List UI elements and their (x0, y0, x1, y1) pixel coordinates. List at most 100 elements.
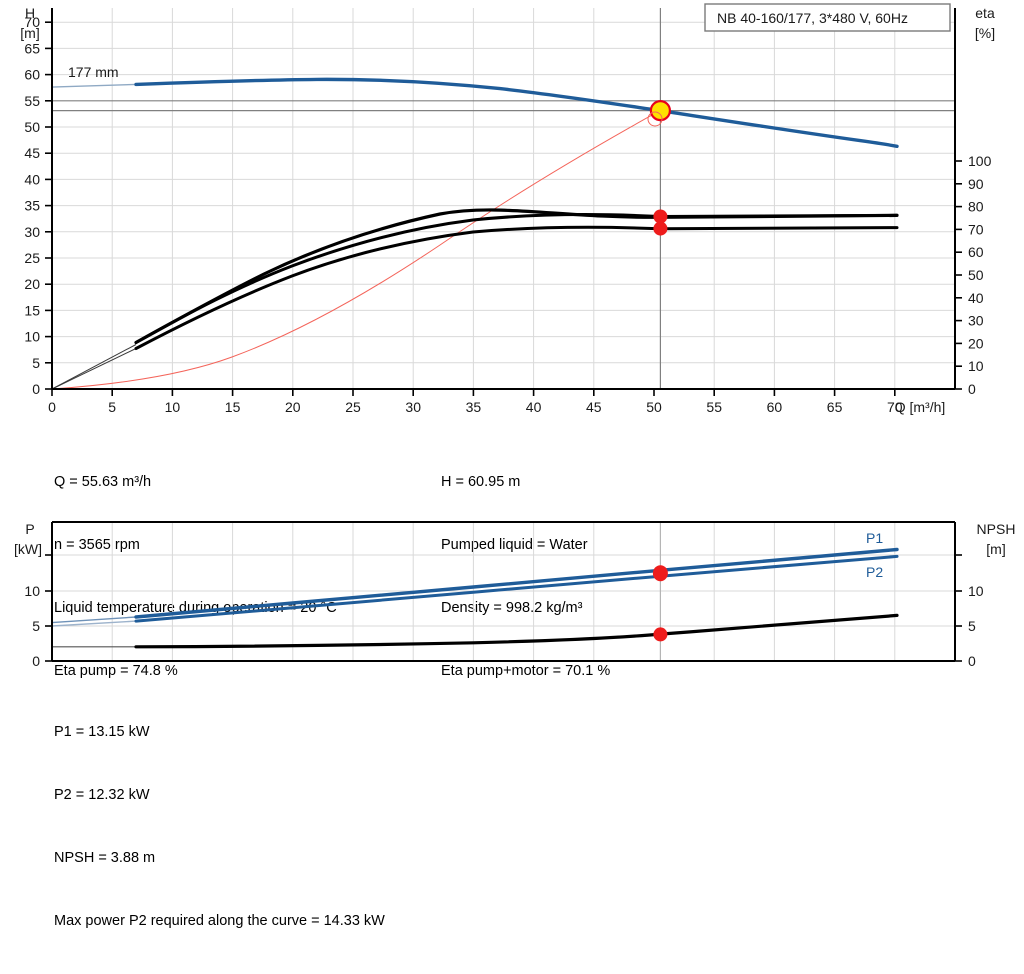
pump-curve-datasheet: H [m] eta [%] 0 5 10 15 20 25 30 35 40 4… (14, 3, 1015, 929)
svg-text:0: 0 (48, 399, 56, 415)
bottom-chart-left-ticks (45, 554, 52, 662)
svg-text:15: 15 (24, 302, 40, 318)
svg-text:30: 30 (405, 399, 421, 415)
top-chart-bottom-ticks (51, 389, 896, 396)
duty-info-pumped-liquid: Pumped liquid = Water (441, 537, 588, 553)
power-info-max-power: Max power P2 required along the curve = … (54, 913, 385, 929)
svg-text:10: 10 (968, 358, 984, 374)
top-left-axis-unit: [m] (20, 25, 39, 41)
svg-text:100: 100 (968, 153, 992, 169)
duty-point-shadow-ring (647, 111, 663, 127)
p1-series-label: P1 (866, 530, 883, 546)
duty-info-density: Density = 998.2 kg/m³ (441, 600, 583, 616)
head-curve-thin-start (51, 83, 137, 88)
duty-marker-eta-pump (653, 209, 668, 224)
eta-pump-curve-main (134, 212, 899, 344)
top-chart-x-axis-title: Q [m³/h] (895, 399, 946, 415)
svg-text:30: 30 (968, 313, 984, 329)
top-chart-left-ticks (45, 21, 52, 390)
head-curve (134, 77, 899, 148)
power-info-block: P1 = 13.15 kW P2 = 12.32 kW NPSH = 3.88 … (54, 680, 385, 974)
svg-text:45: 45 (24, 145, 40, 161)
top-chart-duty-gridlines (52, 8, 955, 389)
bottom-chart-right-ticks (955, 554, 962, 662)
top-right-axis-title: eta (975, 5, 995, 21)
top-chart-horizontal-gridlines (52, 21, 955, 364)
svg-text:35: 35 (24, 198, 40, 214)
top-chart-left-tick-labels: 0 5 10 15 20 25 30 35 40 45 50 55 60 65 … (24, 14, 40, 397)
svg-text:5: 5 (32, 618, 40, 634)
svg-text:50: 50 (968, 267, 984, 283)
p2-series-label: P2 (866, 564, 883, 580)
eta-pump-curve-thin-start (51, 344, 137, 390)
head-curve-thin-tail (859, 139, 898, 148)
top-left-axis-title: H (25, 5, 35, 21)
npsh-curve (134, 613, 899, 649)
top-chart-x-tick-labels: 0 5 10 15 20 25 30 35 40 45 50 55 60 65 … (48, 399, 903, 415)
bottom-chart-left-tick-labels: 0 5 10 (24, 583, 40, 669)
power-info-p2: P2 = 12.32 kW (54, 787, 150, 803)
duty-marker-npsh (653, 627, 668, 642)
svg-text:20: 20 (24, 276, 40, 292)
svg-text:0: 0 (968, 381, 976, 397)
power-info-npsh: NPSH = 3.88 m (54, 850, 156, 866)
red-reference-curve (51, 110, 661, 390)
svg-text:65: 65 (24, 40, 40, 56)
duty-marker-power (652, 565, 668, 582)
svg-text:5: 5 (108, 399, 116, 415)
svg-text:10: 10 (24, 583, 40, 599)
duty-info-speed: n = 3565 rpm (54, 537, 140, 553)
chart-title-box: NB 40-160/177, 3*480 V, 60Hz (704, 3, 951, 32)
svg-text:NB 40-160/177, 3*480 V, 60Hz: NB 40-160/177, 3*480 V, 60Hz (717, 10, 908, 26)
svg-text:90: 90 (968, 176, 984, 192)
svg-text:20: 20 (968, 335, 984, 351)
svg-text:20: 20 (285, 399, 301, 415)
power-info-p1: P1 = 13.15 kW (54, 724, 150, 740)
p2-curve-thin-start (51, 620, 137, 627)
svg-text:5: 5 (968, 618, 976, 634)
svg-text:40: 40 (526, 399, 542, 415)
svg-text:40: 40 (24, 171, 40, 187)
bottom-left-axis-title: P (25, 521, 34, 537)
p1-curve (134, 547, 899, 619)
svg-text:10: 10 (165, 399, 181, 415)
svg-text:70: 70 (24, 14, 40, 30)
head-efficiency-chart: H [m] eta [%] 0 5 10 15 20 25 30 35 40 4… (20, 3, 995, 415)
svg-text:55: 55 (706, 399, 722, 415)
duty-info-flow: Q = 55.63 m³/h (54, 474, 152, 490)
duty-point-marker[interactable] (649, 99, 672, 122)
duty-info-eta-pump: Eta pump = 74.8 % (54, 663, 178, 679)
svg-text:0: 0 (32, 381, 40, 397)
bottom-right-axis-unit: [m] (986, 541, 1005, 557)
impeller-diameter-label: 177 mm (68, 64, 119, 80)
svg-text:50: 50 (646, 399, 662, 415)
top-chart-vertical-gridlines (111, 8, 896, 389)
svg-text:25: 25 (345, 399, 361, 415)
svg-text:80: 80 (968, 199, 984, 215)
svg-text:10: 10 (24, 329, 40, 345)
svg-text:15: 15 (225, 399, 241, 415)
p2-curve (134, 554, 899, 623)
svg-text:10: 10 (968, 583, 984, 599)
top-chart-right-ticks (955, 160, 962, 390)
bottom-chart-right-tick-labels: 0 5 10 (968, 583, 984, 669)
svg-text:60: 60 (24, 67, 40, 83)
svg-text:40: 40 (968, 290, 984, 306)
svg-text:60: 60 (767, 399, 783, 415)
top-chart-axis-frame (51, 8, 956, 390)
svg-text:50: 50 (24, 119, 40, 135)
svg-text:70: 70 (968, 221, 984, 237)
duty-info-head: H = 60.95 m (441, 474, 521, 490)
svg-text:25: 25 (24, 250, 40, 266)
svg-text:0: 0 (968, 653, 976, 669)
eta-pump-motor-curve (134, 225, 899, 350)
svg-text:55: 55 (24, 93, 40, 109)
eta-pump-motor-curve-thin-start (51, 348, 137, 390)
svg-text:60: 60 (968, 244, 984, 260)
svg-text:70: 70 (887, 399, 903, 415)
bottom-left-axis-unit: [kW] (14, 541, 42, 557)
svg-text:35: 35 (466, 399, 482, 415)
svg-text:65: 65 (827, 399, 843, 415)
svg-text:45: 45 (586, 399, 602, 415)
duty-marker-eta-pump-motor (653, 221, 668, 236)
